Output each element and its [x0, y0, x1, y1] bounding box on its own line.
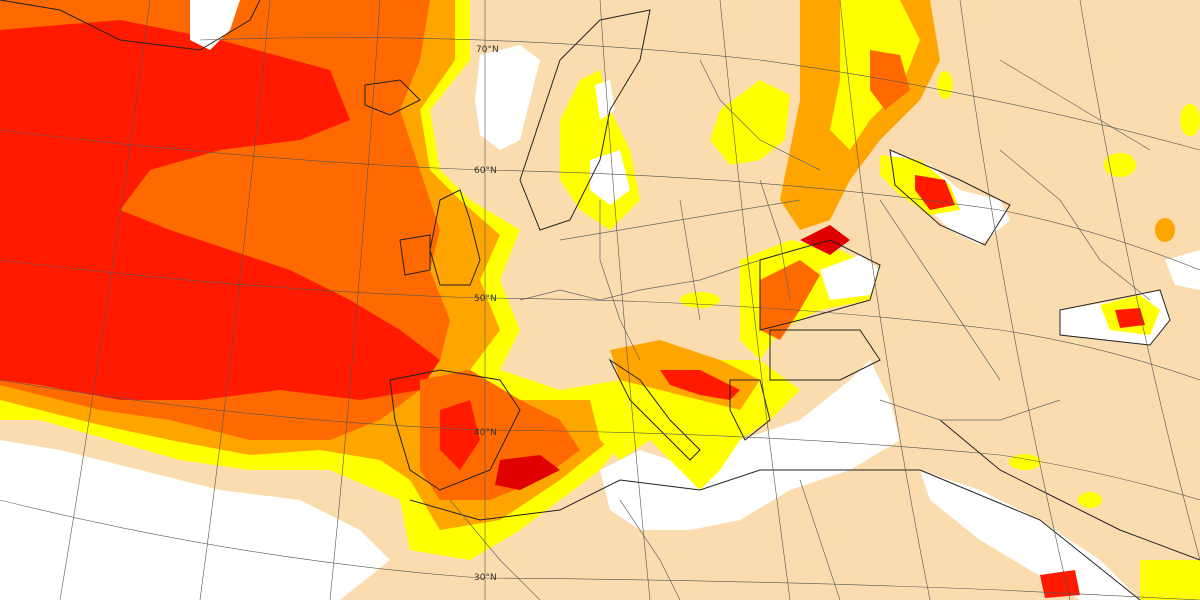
atlantic-red — [0, 20, 440, 400]
country-borders — [449, 59, 1151, 600]
central-med-white — [600, 360, 900, 530]
yellow-cell-6 — [1180, 104, 1200, 136]
lat-label-60: 60°N — [474, 166, 497, 176]
coast-black-sea — [759, 239, 881, 331]
coast-iberia — [389, 369, 521, 491]
border-3 — [599, 200, 641, 361]
yellow-cell-5 — [680, 292, 720, 308]
border-11 — [799, 479, 841, 600]
border-12 — [999, 59, 1151, 151]
yellow-cell-3 — [1009, 454, 1041, 470]
lon-line-e30 — [839, 0, 931, 600]
coast-britain — [429, 189, 481, 286]
coast-red-sea — [919, 469, 1141, 600]
border-5 — [759, 179, 791, 301]
lon-line-e40 — [959, 0, 1071, 600]
lat-labels: 70°N 60°N 50°N 40°N 30°N — [474, 45, 499, 583]
lon-line-w20 — [199, 0, 271, 600]
border-6 — [879, 199, 1001, 381]
border-1 — [519, 259, 761, 301]
lon-line-e10 — [599, 0, 651, 600]
norwegian-sea-white — [475, 45, 540, 150]
west-med-red — [440, 400, 480, 470]
border-13 — [699, 59, 821, 171]
coast-caspian — [889, 149, 1011, 246]
coast-greece — [729, 379, 771, 441]
coast-turkey — [769, 329, 881, 381]
coast-italy — [608, 358, 701, 461]
lat-line-40 — [0, 379, 1200, 501]
lon-line-w10 — [329, 0, 381, 600]
red-sea-yellow — [1140, 560, 1200, 600]
lat-label-50: 50°N — [474, 294, 497, 304]
yellow-cell-4 — [1078, 492, 1102, 508]
black-sea-white — [820, 255, 880, 300]
coast-iceland — [364, 79, 421, 116]
lon-line-e50 — [1079, 0, 1200, 561]
yellow-cell-7 — [937, 71, 953, 99]
red-sea-red — [1040, 570, 1080, 598]
lon-line-e20 — [719, 0, 791, 600]
border-9 — [449, 499, 541, 600]
lat-label-40: 40°N — [474, 428, 497, 438]
caspian-red — [915, 175, 955, 210]
coast-ireland — [399, 234, 431, 276]
yellow-cell-2 — [1155, 218, 1175, 242]
adriatic-red — [660, 370, 740, 400]
lat-line-60 — [0, 129, 1200, 271]
lon-line-w30 — [59, 0, 151, 600]
baltic-white — [590, 150, 630, 205]
border-7 — [999, 149, 1151, 301]
lat-label-70: 70°N — [476, 45, 499, 55]
border-4 — [679, 199, 701, 321]
border-8 — [879, 399, 1061, 421]
lat-line-50 — [0, 259, 1200, 381]
coast-n-africa — [409, 469, 920, 521]
coast-persian-gulf — [1059, 289, 1171, 346]
lat-label-30: 30°N — [474, 573, 497, 583]
sahara-white — [0, 440, 390, 600]
finland-yellow — [710, 80, 790, 165]
yellow-cell-1 — [1104, 153, 1136, 177]
red-sea-white — [920, 470, 1140, 600]
coast-scandinavia — [519, 9, 651, 231]
coast-greenland — [0, 0, 261, 51]
greenland-white — [190, 0, 240, 50]
lat-line-70 — [199, 37, 1200, 151]
west-med-red2 — [495, 455, 560, 490]
black-sea-red — [800, 225, 850, 255]
persian-gulf-red — [1115, 308, 1145, 328]
border-10 — [619, 499, 681, 600]
arctic-red — [870, 50, 910, 110]
lat-line-30 — [0, 499, 1200, 600]
